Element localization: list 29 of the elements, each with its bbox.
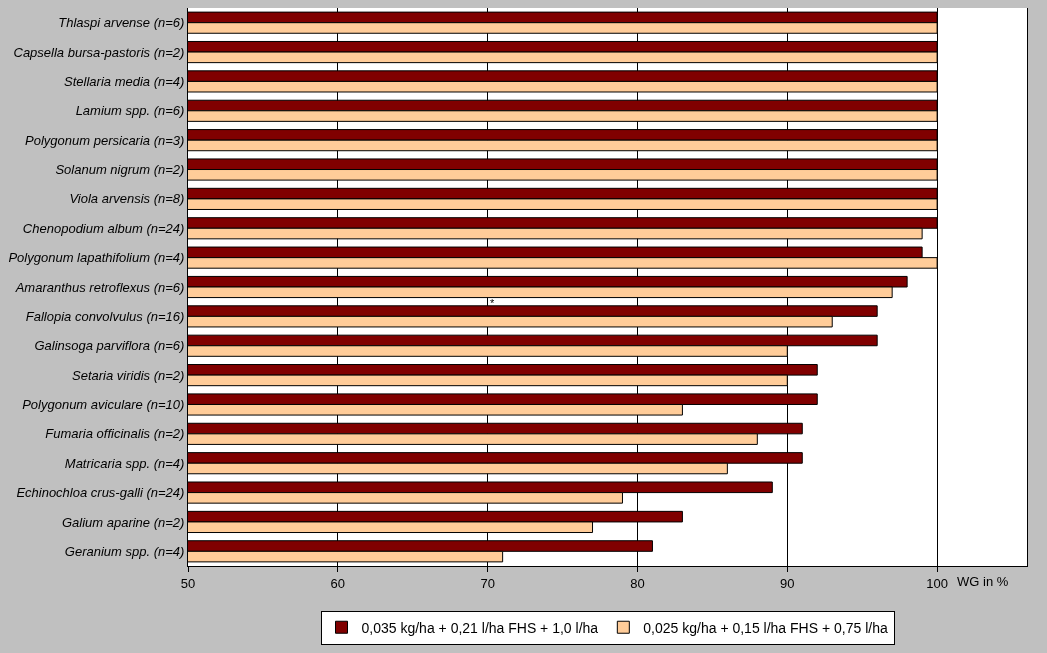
x-tick-label: 60 (330, 575, 346, 591)
x-tick-label: 70 (480, 575, 495, 591)
y-tick-label: Polygonum persicaria (n=3) (25, 132, 185, 148)
y-tick-label: Fumaria officinalis (n=2) (45, 426, 185, 442)
y-tick-label: Amaranthus retroflexus (n=6) (14, 279, 185, 295)
x-axis-title: WG in % (957, 574, 1009, 589)
annotation: * (490, 297, 495, 309)
y-tick-label: Echinochloa crus-galli (n=24) (16, 485, 185, 501)
x-tick-label: 100 (926, 575, 948, 591)
legend-label: 0,025 kg/ha + 0,15 l/ha FHS + 0,75 l/ha (643, 619, 888, 636)
y-tick-label: Lamium spp. (n=6) (75, 103, 185, 119)
y-tick-label: Stellaria media (n=4) (64, 73, 185, 89)
y-tick-label: Chenopodium album (n=24) (22, 220, 185, 236)
y-tick-label: Galinsoga parviflora (n=6) (34, 338, 185, 354)
y-tick-label: Geranium spp. (n=4) (64, 543, 185, 559)
y-tick-label: Polygonum lapathifolium (n=4) (8, 250, 185, 266)
x-tick-label: 80 (630, 575, 645, 591)
y-tick-label: Capsella bursa-pastoris (n=2) (13, 44, 185, 60)
x-tick-label: 50 (180, 575, 196, 591)
y-tick-label: Solanum nigrum (n=2) (55, 162, 185, 178)
y-tick-label: Setaria viridis (n=2) (72, 367, 185, 383)
y-tick-label: Galium aparine (n=2) (61, 514, 185, 530)
x-tick-label: 90 (780, 575, 795, 591)
legend-label: 0,035 kg/ha + 0,21 l/ha FHS + 1,0 l/ha (361, 619, 599, 636)
y-tick-label: Matricaria spp. (n=4) (64, 455, 185, 471)
y-tick-label: Thlaspi arvense (n=6) (58, 15, 185, 31)
y-tick-label: Viola arvensis (n=8) (69, 191, 185, 207)
y-tick-label: Fallopia convolvulus (n=16) (25, 308, 185, 324)
y-tick-label: Polygonum aviculare (n=10) (22, 397, 185, 413)
